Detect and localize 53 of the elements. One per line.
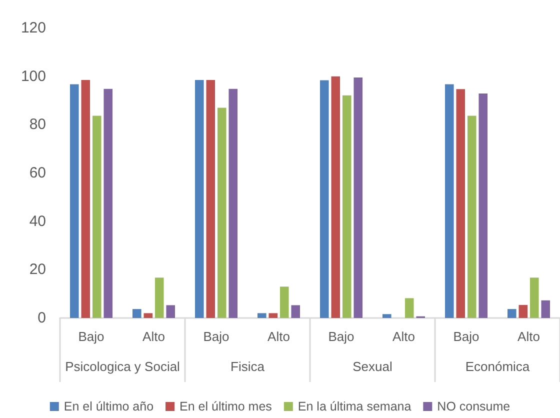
bar: [70, 84, 79, 318]
bar: [268, 313, 278, 318]
bar: [354, 78, 362, 318]
x-tick-label: Bajo: [328, 329, 354, 344]
bar: [508, 309, 516, 318]
bar: [467, 116, 476, 318]
y-tick-label: 100: [20, 68, 46, 85]
x-tick-label: Bajo: [453, 329, 480, 344]
bar: [217, 108, 226, 318]
bar: [404, 298, 414, 318]
legend-label: NO consume: [437, 400, 510, 414]
bar: [291, 305, 300, 318]
x-tick-label: Bajo: [78, 329, 104, 344]
bar: [518, 304, 528, 318]
bar: [154, 278, 164, 318]
y-tick-label: 0: [38, 310, 46, 326]
x-tick-label: Alto: [518, 329, 540, 344]
bar: [258, 313, 266, 318]
bar: [342, 95, 352, 318]
text: Sexual: [352, 359, 392, 374]
x-tick-label: Alto: [268, 329, 290, 344]
bar: [132, 309, 142, 318]
bar: [92, 116, 102, 318]
y-tick-label: 60: [29, 164, 46, 182]
x-tick-label: Alto: [392, 329, 415, 344]
bar: [228, 88, 238, 318]
bar: [331, 76, 340, 318]
bar: [280, 286, 289, 318]
bar: [144, 313, 153, 318]
legend-label: En el último mes: [180, 400, 272, 414]
bar: [478, 93, 488, 318]
text: Psicologica y Social: [65, 359, 180, 374]
y-tick-label: 40: [29, 212, 46, 230]
bar: [320, 80, 329, 318]
y-tick-label: 20: [29, 261, 46, 278]
bar: [195, 80, 204, 318]
bar: [382, 314, 392, 318]
bar: [541, 300, 550, 318]
bar: [445, 84, 454, 318]
bar: [456, 89, 466, 318]
y-tick-label: 120: [20, 20, 46, 36]
bar: [530, 278, 539, 318]
x-tick-label: Bajo: [203, 329, 230, 344]
bar: [81, 80, 90, 318]
text: Económica: [465, 359, 530, 374]
text: Fisica: [230, 359, 266, 374]
x-tick-label: Alto: [142, 329, 165, 344]
bar: [206, 80, 216, 318]
legend-label: En el último año: [64, 400, 154, 414]
legend-label: En la última semana: [298, 400, 412, 414]
y-tick-label: 80: [29, 116, 46, 134]
bar: [166, 305, 175, 318]
bar: [104, 88, 112, 318]
